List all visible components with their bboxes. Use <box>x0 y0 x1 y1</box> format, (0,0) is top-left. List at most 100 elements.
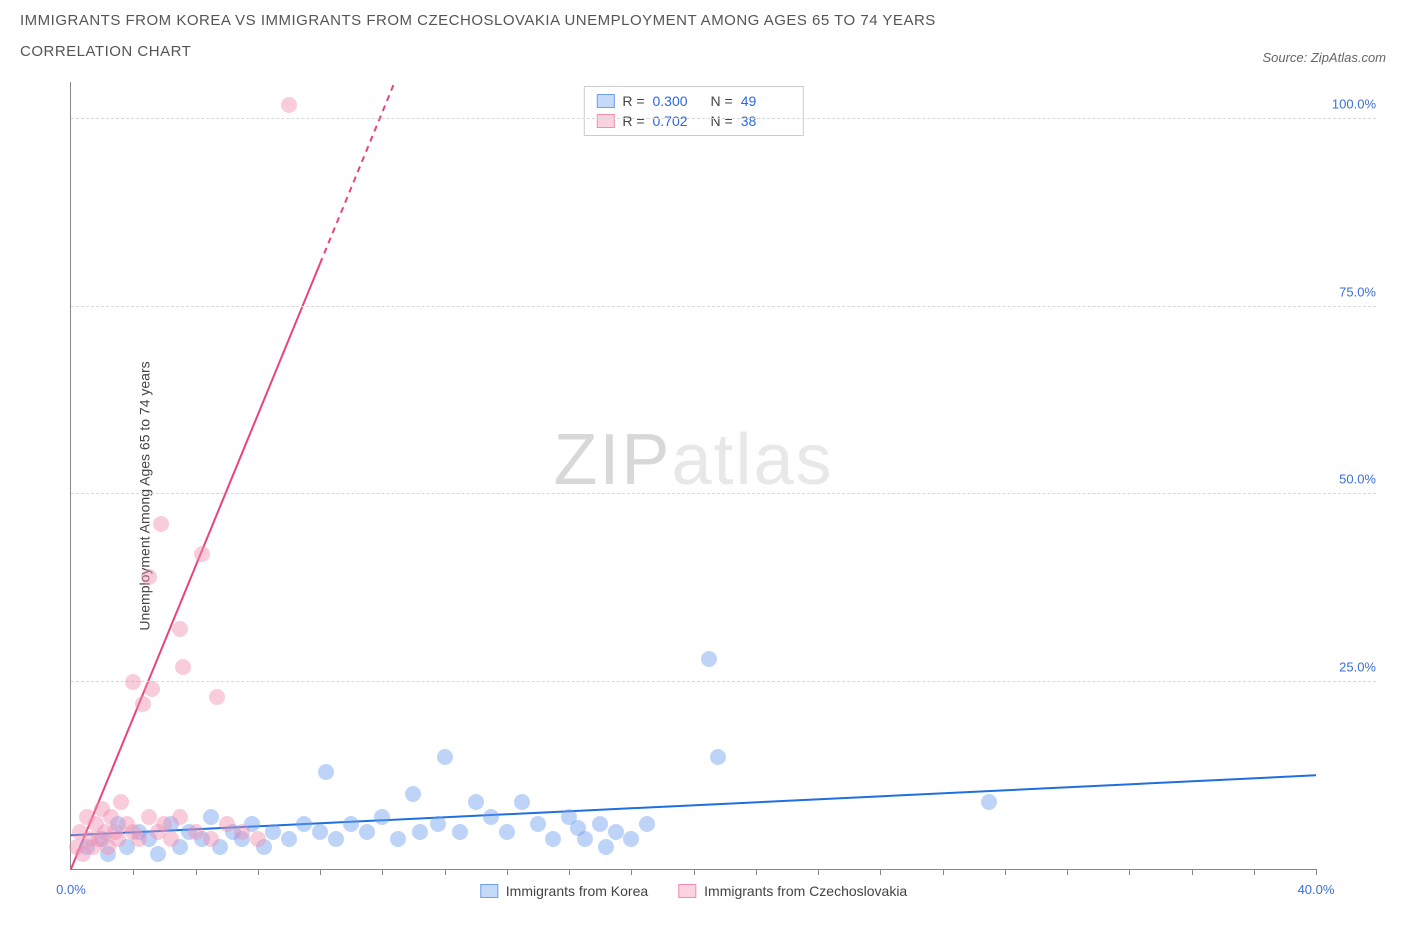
legend-item-czech: Immigrants from Czechoslovakia <box>678 883 907 899</box>
data-point-korea <box>530 816 546 832</box>
chart-container: Unemployment Among Ages 65 to 74 years Z… <box>20 82 1386 910</box>
x-tick <box>382 869 383 875</box>
gridline <box>71 493 1376 494</box>
chart-title-line1: IMMIGRANTS FROM KOREA VS IMMIGRANTS FROM… <box>20 12 1386 29</box>
x-tick <box>1192 869 1193 875</box>
x-tick <box>818 869 819 875</box>
n-label: N = <box>711 93 733 109</box>
stats-row-korea: R = 0.300 N = 49 <box>584 91 802 111</box>
x-tick <box>1129 869 1130 875</box>
data-point-czech <box>219 816 235 832</box>
data-point-korea <box>710 749 726 765</box>
data-point-korea <box>639 816 655 832</box>
data-point-korea <box>203 809 219 825</box>
watermark-part1: ZIP <box>553 420 671 500</box>
data-point-korea <box>592 816 608 832</box>
data-point-korea <box>608 824 624 840</box>
data-point-czech <box>281 97 297 113</box>
x-tick <box>133 869 134 875</box>
stats-legend: R = 0.300 N = 49 R = 0.702 N = 38 <box>583 86 803 136</box>
data-point-korea <box>265 824 281 840</box>
trend-lines-layer <box>71 82 1316 869</box>
data-point-korea <box>545 831 561 847</box>
data-point-czech <box>203 831 219 847</box>
r-value-czech: 0.702 <box>653 113 703 129</box>
data-point-czech <box>141 569 157 585</box>
data-point-korea <box>430 816 446 832</box>
gridline <box>71 681 1376 682</box>
r-label: R = <box>622 93 644 109</box>
data-point-korea <box>296 816 312 832</box>
data-point-korea <box>577 831 593 847</box>
data-point-korea <box>483 809 499 825</box>
data-point-czech <box>144 681 160 697</box>
x-tick <box>1254 869 1255 875</box>
data-point-czech <box>172 809 188 825</box>
x-tick <box>196 869 197 875</box>
data-point-korea <box>468 794 484 810</box>
data-point-czech <box>110 831 126 847</box>
data-point-korea <box>150 846 166 862</box>
x-tick <box>507 869 508 875</box>
data-point-korea <box>598 839 614 855</box>
data-point-korea <box>437 749 453 765</box>
x-tick <box>631 869 632 875</box>
data-point-czech <box>188 824 204 840</box>
chart-title-line2: CORRELATION CHART <box>20 43 1386 60</box>
data-point-czech <box>131 831 147 847</box>
x-tick <box>694 869 695 875</box>
x-tick-label: 0.0% <box>56 882 86 897</box>
swatch-czech <box>678 884 696 898</box>
x-tick-label: 40.0% <box>1298 882 1335 897</box>
n-value-czech: 38 <box>741 113 791 129</box>
data-point-czech <box>141 809 157 825</box>
data-point-czech <box>163 831 179 847</box>
data-point-czech <box>153 516 169 532</box>
y-tick-label: 25.0% <box>1339 659 1376 674</box>
gridline <box>71 118 1376 119</box>
data-point-korea <box>499 824 515 840</box>
x-tick <box>445 869 446 875</box>
n-label: N = <box>711 113 733 129</box>
data-point-czech <box>156 816 172 832</box>
data-point-korea <box>374 809 390 825</box>
series-legend: Immigrants from Korea Immigrants from Cz… <box>480 883 907 899</box>
data-point-czech <box>194 546 210 562</box>
x-tick <box>258 869 259 875</box>
legend-item-korea: Immigrants from Korea <box>480 883 648 899</box>
data-point-korea <box>281 831 297 847</box>
data-point-czech <box>172 621 188 637</box>
swatch-korea <box>480 884 498 898</box>
watermark: ZIPatlas <box>553 419 833 501</box>
x-tick <box>943 869 944 875</box>
title-area: IMMIGRANTS FROM KOREA VS IMMIGRANTS FROM… <box>0 0 1406 60</box>
data-point-korea <box>318 764 334 780</box>
watermark-part2: atlas <box>671 420 833 500</box>
data-point-korea <box>405 786 421 802</box>
x-tick <box>1005 869 1006 875</box>
data-point-korea <box>343 816 359 832</box>
data-point-czech <box>125 674 141 690</box>
data-point-korea <box>412 824 428 840</box>
x-tick <box>569 869 570 875</box>
data-point-korea <box>390 831 406 847</box>
gridline <box>71 306 1376 307</box>
x-tick <box>1067 869 1068 875</box>
data-point-korea <box>359 824 375 840</box>
y-tick-label: 50.0% <box>1339 472 1376 487</box>
data-point-czech <box>209 689 225 705</box>
stats-row-czech: R = 0.702 N = 38 <box>584 111 802 131</box>
data-point-czech <box>250 831 266 847</box>
data-point-korea <box>452 824 468 840</box>
source-attribution: Source: ZipAtlas.com <box>1262 50 1386 65</box>
data-point-korea <box>514 794 530 810</box>
y-tick-label: 100.0% <box>1332 97 1376 112</box>
data-point-czech <box>234 824 250 840</box>
data-point-czech <box>113 794 129 810</box>
data-point-czech <box>135 696 151 712</box>
data-point-korea <box>312 824 328 840</box>
data-point-korea <box>701 651 717 667</box>
x-tick <box>880 869 881 875</box>
n-value-korea: 49 <box>741 93 791 109</box>
y-tick-label: 75.0% <box>1339 284 1376 299</box>
